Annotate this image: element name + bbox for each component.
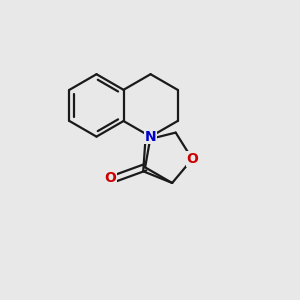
Text: N: N: [145, 130, 156, 144]
Text: O: O: [104, 171, 116, 185]
Text: O: O: [186, 152, 198, 166]
